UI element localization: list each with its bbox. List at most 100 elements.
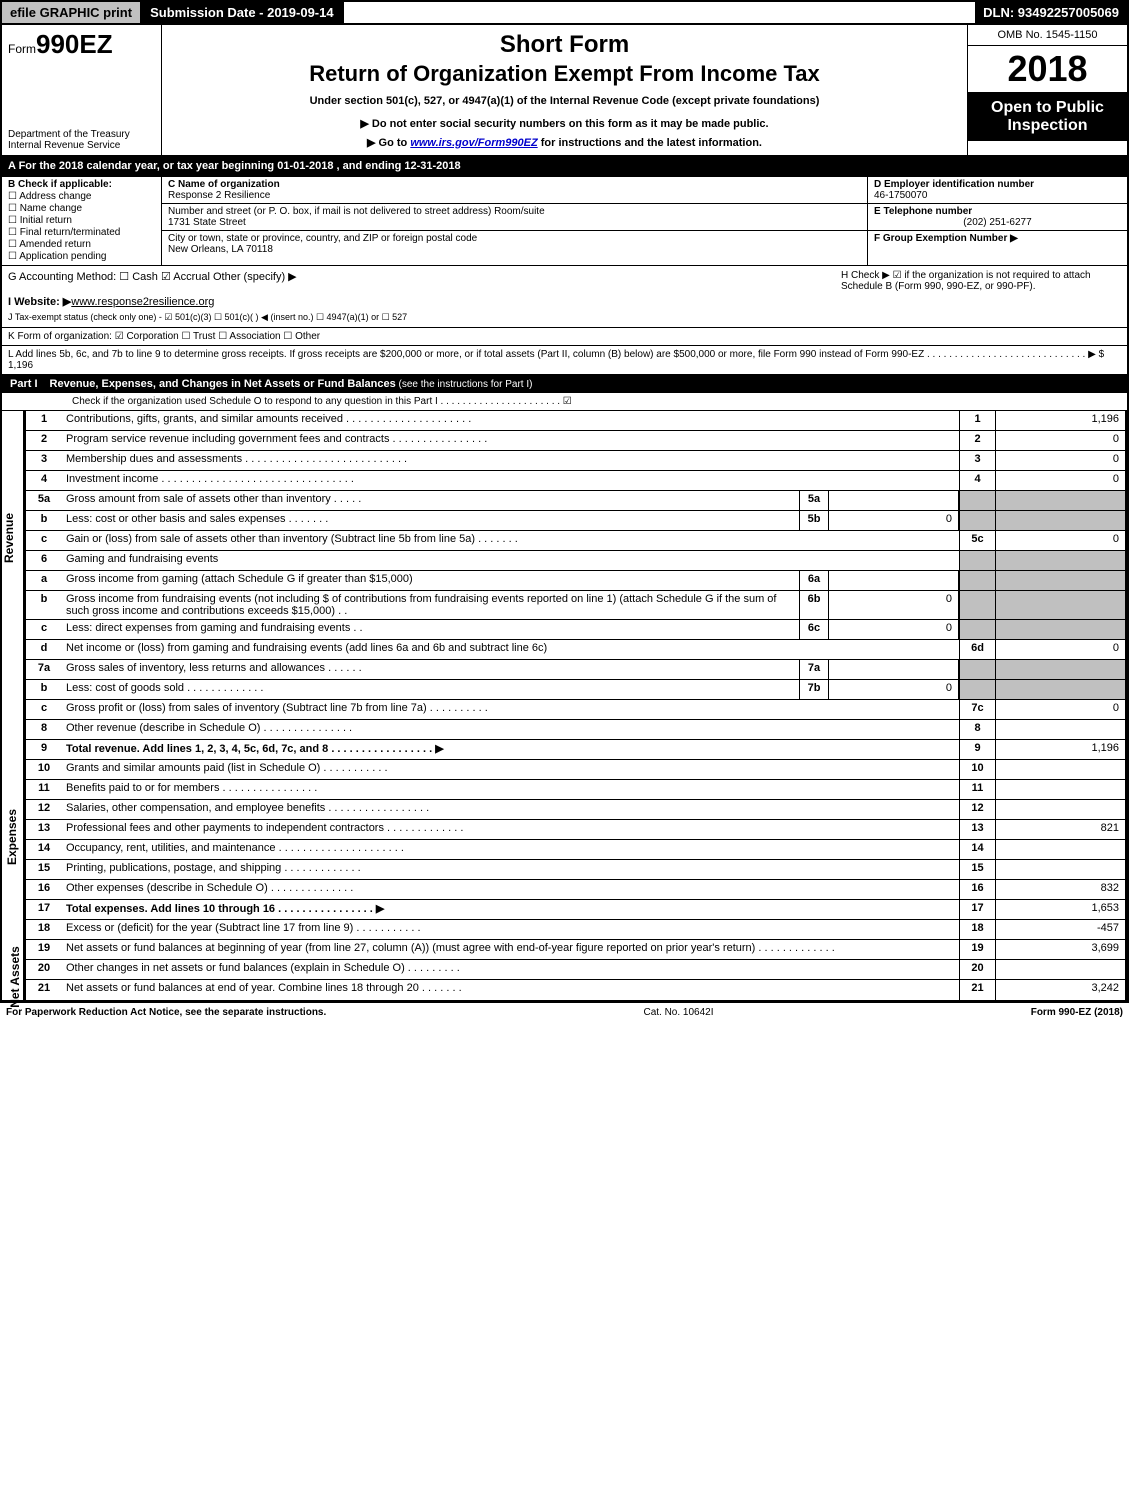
- line-num: 11: [26, 780, 62, 799]
- part1-sub: (see the instructions for Part I): [396, 379, 533, 390]
- line-desc: Total expenses. Add lines 10 through 16 …: [62, 900, 959, 919]
- section-def: D Employer identification number 46-1750…: [867, 177, 1127, 265]
- line-rval: [995, 491, 1125, 510]
- line-rval: 3,699: [995, 940, 1125, 959]
- mini-num: 5b: [799, 511, 829, 530]
- line-rval: [995, 860, 1125, 879]
- expenses-vert: Expenses: [2, 760, 24, 920]
- chk-amended[interactable]: ☐ Amended return: [8, 239, 155, 250]
- line-desc: Less: cost or other basis and sales expe…: [62, 511, 799, 530]
- line-6d: dNet income or (loss) from gaming and fu…: [24, 640, 1127, 660]
- line-19: 19Net assets or fund balances at beginni…: [24, 940, 1127, 960]
- mini-val: [829, 660, 959, 679]
- line-rval: 0: [995, 431, 1125, 450]
- goto-instructions: ▶ Go to www.irs.gov/Form990EZ for instru…: [168, 136, 961, 149]
- phone-label: E Telephone number: [874, 206, 1121, 217]
- line-rnum: [959, 660, 995, 679]
- line-desc: Net assets or fund balances at beginning…: [62, 940, 959, 959]
- line-rval: 0: [995, 471, 1125, 490]
- mini-val: 0: [829, 511, 959, 530]
- line-rval: [995, 551, 1125, 570]
- ein-cell: D Employer identification number 46-1750…: [868, 177, 1127, 204]
- line-num: 13: [26, 820, 62, 839]
- line-num: 15: [26, 860, 62, 879]
- mini-num: 5a: [799, 491, 829, 510]
- section-a: A For the 2018 calendar year, or tax yea…: [0, 157, 1129, 177]
- revenue-vert: Revenue: [2, 411, 24, 760]
- street-value: 1731 State Street: [168, 217, 861, 228]
- org-name-value: Response 2 Resilience: [168, 190, 861, 201]
- line-rnum: 20: [959, 960, 995, 979]
- line-rval: [995, 591, 1125, 619]
- line-rnum: 14: [959, 840, 995, 859]
- line-desc-bold: Total expenses. Add lines 10 through 16 …: [66, 903, 384, 915]
- part1-header: Part I Revenue, Expenses, and Changes in…: [0, 375, 1129, 393]
- irs-link[interactable]: www.irs.gov/Form990EZ: [410, 137, 537, 149]
- line-rnum: 18: [959, 920, 995, 939]
- line-rval: 3,242: [995, 980, 1125, 1000]
- line-desc: Gaming and fundraising events: [62, 551, 959, 570]
- line-desc: Occupancy, rent, utilities, and maintena…: [62, 840, 959, 859]
- line-rval: [995, 780, 1125, 799]
- line-num: 9: [26, 740, 62, 759]
- line-desc: Grants and similar amounts paid (list in…: [62, 760, 959, 779]
- line-desc: Excess or (deficit) for the year (Subtra…: [62, 920, 959, 939]
- line-num: 16: [26, 880, 62, 899]
- line-rval: 1,196: [995, 411, 1125, 430]
- line-rval: 0: [995, 451, 1125, 470]
- line-rnum: [959, 571, 995, 590]
- chk-address-change[interactable]: ☐ Address change: [8, 191, 155, 202]
- expenses-group: Expenses 10Grants and similar amounts pa…: [0, 760, 1129, 920]
- top-bar: efile GRAPHIC print Submission Date - 20…: [0, 0, 1129, 23]
- line-rnum: 5c: [959, 531, 995, 550]
- line-rval: 1,653: [995, 900, 1125, 919]
- mini-val: 0: [829, 680, 959, 699]
- chk-initial-return[interactable]: ☐ Initial return: [8, 215, 155, 226]
- section-a-mid: , and ending: [333, 160, 404, 172]
- mini-val: [829, 491, 959, 510]
- line-rval: [995, 660, 1125, 679]
- line-desc: Benefits paid to or for members . . . . …: [62, 780, 959, 799]
- line-rnum: 19: [959, 940, 995, 959]
- line-rval: 0: [995, 700, 1125, 719]
- part1-title-text: Revenue, Expenses, and Changes in Net As…: [50, 378, 396, 390]
- org-name-label: C Name of organization: [168, 179, 861, 190]
- ein-label: D Employer identification number: [874, 179, 1121, 190]
- tax-year-begin: 01-01-2018: [277, 160, 333, 172]
- footer-left: For Paperwork Reduction Act Notice, see …: [6, 1007, 326, 1018]
- line-desc: Gross income from fundraising events (no…: [62, 591, 799, 619]
- chk-name-change[interactable]: ☐ Name change: [8, 203, 155, 214]
- mini-num: 7b: [799, 680, 829, 699]
- line-18: 18Excess or (deficit) for the year (Subt…: [24, 920, 1127, 940]
- chk-final-return[interactable]: ☐ Final return/terminated: [8, 227, 155, 238]
- line-rnum: 13: [959, 820, 995, 839]
- ssn-warning: ▶ Do not enter social security numbers o…: [168, 117, 961, 130]
- mini-val: 0: [829, 620, 959, 639]
- line-rnum: 7c: [959, 700, 995, 719]
- line-rnum: 1: [959, 411, 995, 430]
- part1-title: Revenue, Expenses, and Changes in Net As…: [50, 378, 533, 390]
- website-value[interactable]: www.response2resilience.org: [71, 296, 214, 308]
- part1-label: Part I: [10, 378, 38, 390]
- line-6b: bGross income from fundraising events (n…: [24, 591, 1127, 620]
- line-rval: [995, 620, 1125, 639]
- line-num: 12: [26, 800, 62, 819]
- line-desc: Printing, publications, postage, and shi…: [62, 860, 959, 879]
- line-desc: Gross sales of inventory, less returns a…: [62, 660, 799, 679]
- line-5a: 5aGross amount from sale of assets other…: [24, 491, 1127, 511]
- expenses-label: Expenses: [5, 809, 19, 865]
- mini-num: 6b: [799, 591, 829, 619]
- line-rnum: 10: [959, 760, 995, 779]
- chk-label: Address change: [19, 191, 91, 202]
- line-desc: Gross income from gaming (attach Schedul…: [62, 571, 799, 590]
- line-num: d: [26, 640, 62, 659]
- line-desc: Program service revenue including govern…: [62, 431, 959, 450]
- line-rnum: 12: [959, 800, 995, 819]
- line-11: 11Benefits paid to or for members . . . …: [24, 780, 1127, 800]
- line-rval: [995, 960, 1125, 979]
- form-of-org: K Form of organization: ☑ Corporation ☐ …: [0, 328, 1129, 346]
- chk-pending[interactable]: ☐ Application pending: [8, 251, 155, 262]
- line-rval: [995, 840, 1125, 859]
- line-rnum: 3: [959, 451, 995, 470]
- line-2: 2Program service revenue including gover…: [24, 431, 1127, 451]
